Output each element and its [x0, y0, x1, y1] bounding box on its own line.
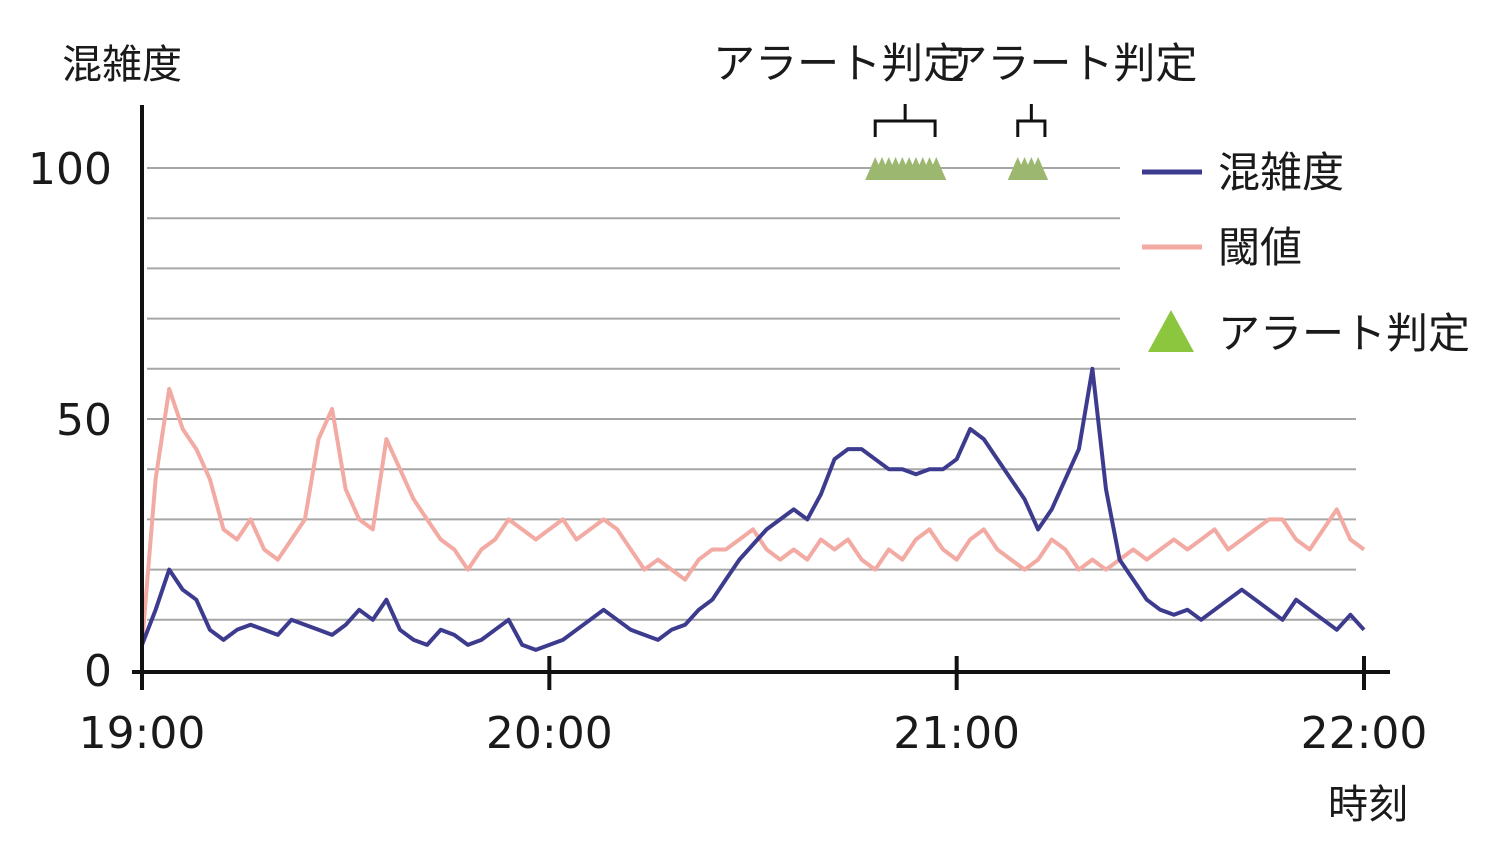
x-tick-label: 21:00: [893, 708, 1020, 759]
annotation-bracket: [873, 104, 937, 137]
annotation-label: アラート判定: [713, 39, 965, 88]
annotation-bracket: [1016, 104, 1047, 137]
legend-label: アラート判定: [1218, 309, 1470, 358]
series-line-混雑度: [140, 366, 1366, 652]
annotation-label: アラート判定: [945, 39, 1197, 88]
alert-marker: [1028, 157, 1049, 180]
legend-label: 混雑度: [1218, 148, 1344, 197]
alert-marker: [926, 157, 947, 180]
x-tick-label: 20:00: [486, 708, 613, 759]
y-tick-label: 0: [84, 646, 112, 697]
series-line-閾値: [140, 386, 1366, 646]
y-tick-label: 50: [56, 395, 112, 446]
y-tick-label: 100: [28, 144, 112, 195]
legend-swatch-triangle: [1148, 310, 1194, 352]
alert-markers: [865, 157, 1049, 180]
threshold-series: [140, 386, 1366, 646]
x-tick-label: 22:00: [1301, 708, 1428, 759]
grid-lines: [147, 167, 1356, 621]
legend-label: 閾値: [1218, 223, 1302, 272]
congestion-series: [140, 366, 1366, 652]
x-tick-label: 19:00: [79, 708, 206, 759]
axes: 19:00 20:00 21:00 22:00 0 50 100: [28, 105, 1427, 759]
y-axis-title: 混雑度: [62, 42, 182, 88]
x-axis-title: 時刻: [1328, 782, 1408, 828]
